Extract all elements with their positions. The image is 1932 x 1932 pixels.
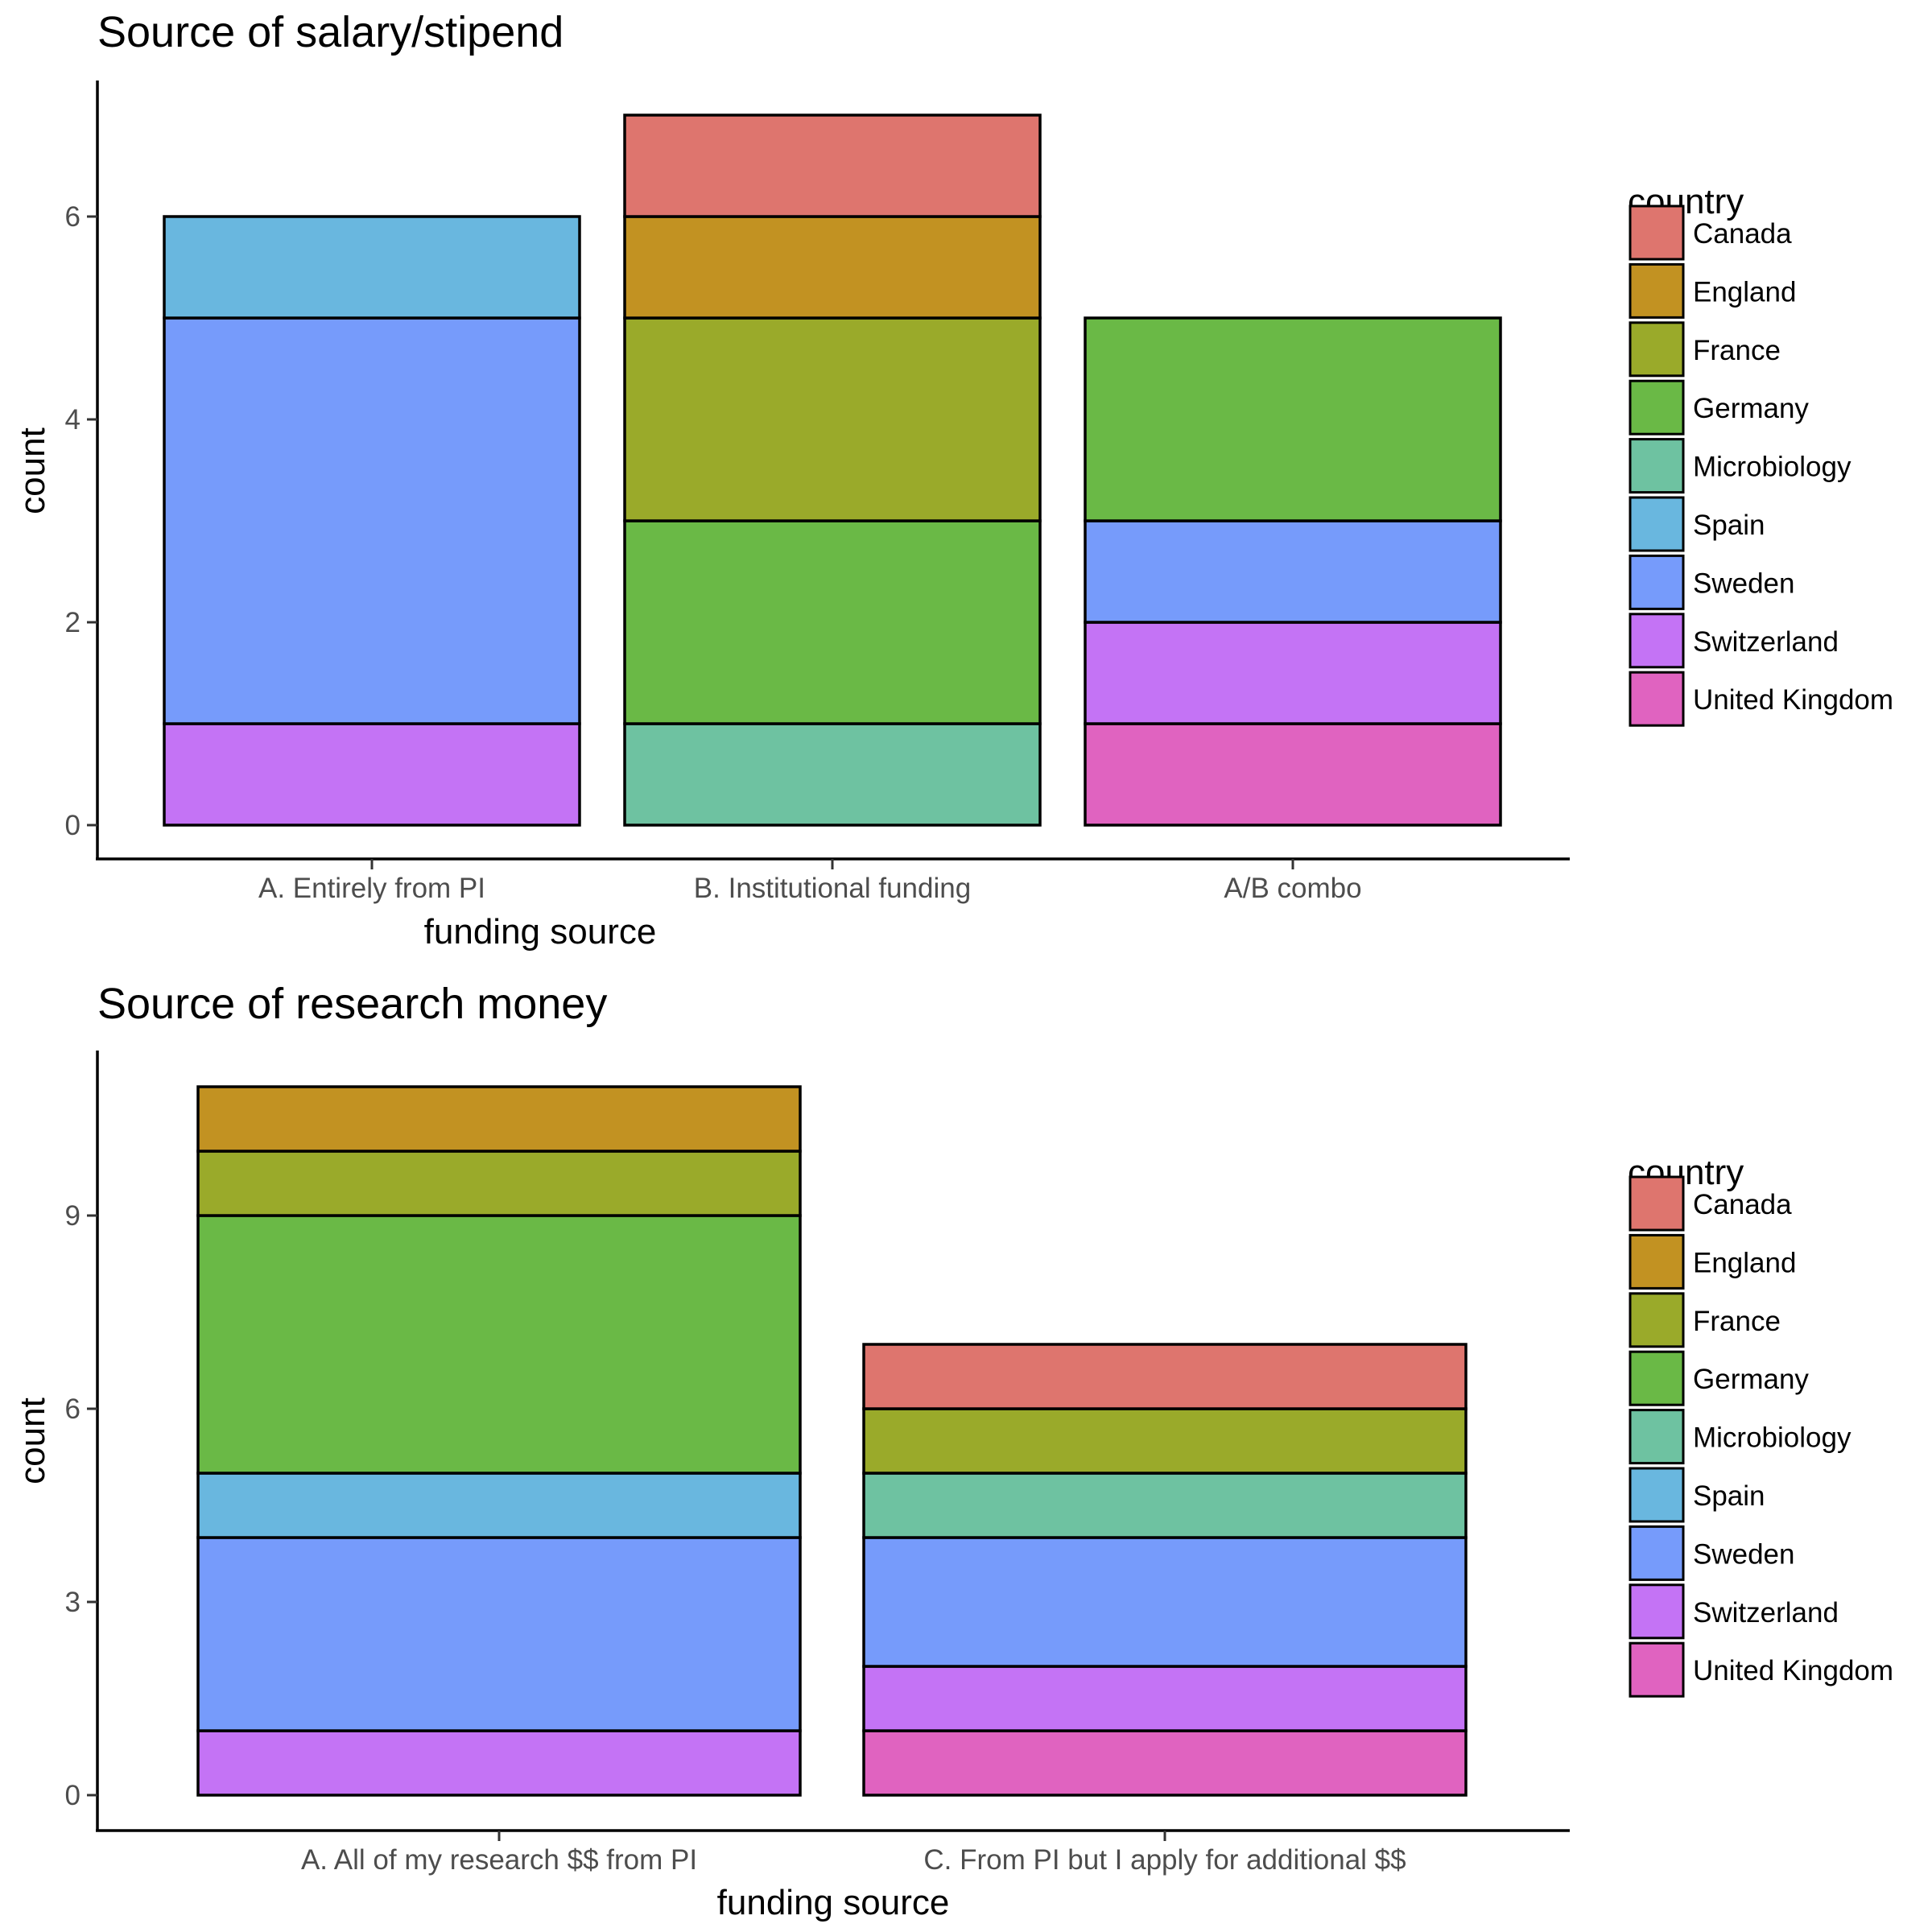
legend-label-microbiology: Microbiology (1693, 452, 1852, 483)
salary-chart-marks (163, 114, 1502, 827)
legend-label-spain: Spain (1693, 1480, 1765, 1512)
research-chart-panel: Source of research money funding source … (13, 980, 1893, 1922)
bar-segment-germany (623, 519, 1042, 725)
bar-segment-england (623, 215, 1042, 320)
legend-swatch-sweden (1629, 1525, 1685, 1581)
bar-segment-sweden (862, 1536, 1468, 1668)
bar-segment-england (196, 1085, 802, 1153)
legend-swatch-germany (1629, 379, 1685, 436)
y-tick-label: 2 (65, 607, 80, 638)
bar-segment-switzerland (1084, 621, 1502, 725)
legend-label-sweden: Sweden (1693, 1538, 1794, 1570)
legend-swatch-united-kingdom (1629, 671, 1685, 727)
legend-label-france: France (1693, 1306, 1781, 1337)
bar-segment-france (196, 1150, 802, 1217)
y-axis-title: count (13, 1397, 52, 1484)
chart-title: Source of salary/stipend (97, 8, 564, 56)
bar-segment-switzerland (163, 722, 581, 827)
legend-swatch-switzerland (1629, 613, 1685, 669)
chart-title: Source of research money (97, 980, 607, 1028)
bar-segment-france (623, 316, 1042, 522)
legend-swatch-united-kingdom (1629, 1641, 1685, 1698)
legend-label-england: England (1693, 276, 1796, 308)
legend-swatch-microbiology (1629, 1409, 1685, 1465)
legend-swatch-england (1629, 1233, 1685, 1290)
bar-segment-sweden (196, 1536, 802, 1732)
salary-chart-legend: country CanadaEnglandFranceGermanyMicrob… (1628, 182, 1893, 727)
legend-label-microbiology: Microbiology (1693, 1422, 1852, 1454)
legend-label-france: France (1693, 335, 1781, 366)
x-tick-label: B. Institutional funding (694, 873, 971, 904)
legend-swatch-canada (1629, 1175, 1685, 1232)
y-tick-label: 6 (65, 201, 80, 233)
legend-label-united-kingdom: United Kingdom (1693, 684, 1893, 716)
bar-segment-canada (623, 114, 1042, 218)
legend-swatch-germany (1629, 1350, 1685, 1406)
legend-swatch-france (1629, 1292, 1685, 1348)
bar-segment-microbiology (623, 722, 1042, 827)
legend-label-germany: Germany (1693, 393, 1809, 424)
bar-segment-united-kingdom (862, 1729, 1468, 1797)
legend-label-canada: Canada (1693, 1189, 1792, 1220)
x-axis-title: funding source (717, 1883, 950, 1922)
research-chart-marks (196, 1085, 1468, 1797)
x-axis-title: funding source (424, 912, 657, 952)
legend-swatch-switzerland (1629, 1583, 1685, 1640)
legend-swatch-england (1629, 262, 1685, 319)
bar-segment-microbiology (862, 1472, 1468, 1539)
bar-segment-united-kingdom (1084, 722, 1502, 827)
bar-segment-switzerland (862, 1665, 1468, 1732)
legend-swatch-spain (1629, 496, 1685, 552)
bar-segment-spain (196, 1472, 802, 1539)
legend-label-canada: Canada (1693, 218, 1792, 250)
legend-label-sweden: Sweden (1693, 568, 1794, 599)
bar-segment-germany (196, 1214, 802, 1475)
legend-swatch-sweden (1629, 554, 1685, 610)
y-tick-label: 9 (65, 1200, 80, 1232)
bar-segment-switzerland (196, 1729, 802, 1797)
legend-label-england: England (1693, 1247, 1796, 1278)
legend-label-united-kingdom: United Kingdom (1693, 1655, 1893, 1686)
x-tick-label: A/B combo (1224, 873, 1361, 904)
bar-segment-germany (1084, 316, 1502, 522)
bar-segment-france (862, 1407, 1468, 1475)
legend-swatch-spain (1629, 1467, 1685, 1523)
legend-swatch-microbiology (1629, 438, 1685, 494)
bar-segment-spain (163, 215, 581, 320)
salary-chart-panel: Source of salary/stipend funding source … (13, 8, 1893, 952)
y-tick-label: 6 (65, 1393, 80, 1425)
research-chart-legend: country CanadaEnglandFranceGermanyMicrob… (1628, 1153, 1893, 1698)
legend-label-spain: Spain (1693, 510, 1765, 541)
legend-label-switzerland: Switzerland (1693, 1597, 1839, 1629)
y-tick-label: 0 (65, 1780, 80, 1811)
x-tick-label: C. From PI but I apply for additional $$ (923, 1844, 1406, 1876)
legend-swatch-france (1629, 321, 1685, 378)
bar-segment-sweden (1084, 519, 1502, 624)
bar-segment-sweden (163, 316, 581, 725)
y-tick-label: 3 (65, 1587, 80, 1618)
legend-swatch-canada (1629, 204, 1685, 261)
legend-label-germany: Germany (1693, 1364, 1809, 1395)
y-tick-label: 4 (65, 404, 80, 436)
y-tick-label: 0 (65, 810, 80, 841)
x-tick-label: A. Entirely from PI (258, 873, 485, 904)
x-tick-label: A. All of my research $$ from PI (301, 1844, 697, 1876)
y-axis-title: count (13, 427, 52, 514)
bar-segment-canada (862, 1343, 1468, 1410)
legend-label-switzerland: Switzerland (1693, 626, 1839, 658)
